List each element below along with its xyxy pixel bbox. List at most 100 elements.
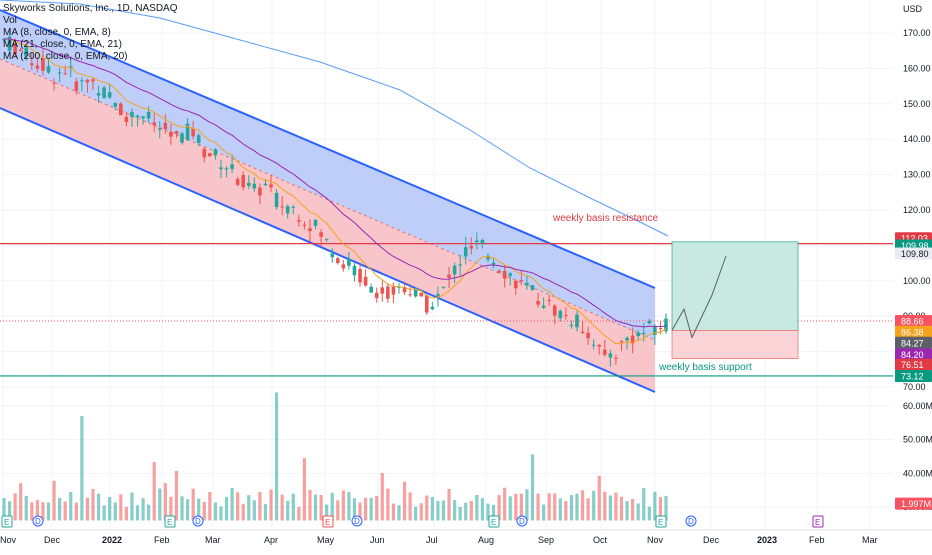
price-label: 84.20 xyxy=(901,350,924,360)
candle xyxy=(302,224,307,226)
candle xyxy=(252,183,257,189)
x-tick-label: Apr xyxy=(264,535,278,545)
volume-bar xyxy=(325,504,329,521)
candle xyxy=(274,192,279,208)
channel-upper-line xyxy=(0,9,656,289)
channel-lower-zone xyxy=(0,59,655,392)
volume-bar xyxy=(592,490,596,521)
candle xyxy=(219,167,223,170)
candle xyxy=(297,220,301,222)
volume-bar xyxy=(603,491,607,521)
volume-bar xyxy=(96,493,101,521)
volume-bar xyxy=(302,458,307,521)
volume-bar xyxy=(402,481,407,521)
candle xyxy=(347,259,351,266)
volume-bar xyxy=(19,483,23,521)
candle xyxy=(7,36,12,51)
candle xyxy=(2,39,6,41)
candle xyxy=(597,344,602,347)
volume-bar xyxy=(414,506,418,521)
earnings-marker xyxy=(655,515,667,528)
volume-bar xyxy=(280,494,284,521)
volume-bar xyxy=(391,503,396,521)
y-tick-label: 150.00 xyxy=(903,99,931,109)
volume-tick-label: 40.00M xyxy=(903,468,932,478)
candle xyxy=(402,287,407,293)
candle xyxy=(508,273,513,276)
price-label-box xyxy=(895,325,932,338)
volume-bar xyxy=(614,492,618,521)
candle xyxy=(653,326,657,335)
candle xyxy=(208,153,212,157)
candle xyxy=(658,328,663,330)
legend-ma21: MA (21, close, 0, EMA, 21) xyxy=(3,39,122,50)
volume-bar xyxy=(202,501,206,521)
candle xyxy=(24,47,29,57)
volume-bar xyxy=(564,501,568,521)
candle xyxy=(319,232,323,237)
candle xyxy=(424,295,429,313)
volume-bar xyxy=(91,488,95,521)
candle xyxy=(130,112,134,118)
volume-bar xyxy=(631,498,635,521)
volume-bar xyxy=(458,506,462,521)
volume-bar xyxy=(191,488,195,521)
volume-bar xyxy=(347,492,351,521)
x-tick-label: Oct xyxy=(593,535,608,545)
candle xyxy=(369,286,373,293)
volume-bar xyxy=(447,488,451,521)
volume-bar xyxy=(664,496,668,521)
earnings-marker-label: E xyxy=(4,518,9,527)
candle xyxy=(85,79,90,83)
x-tick-label: 2023 xyxy=(757,535,777,545)
price-label: 112.03 xyxy=(901,234,928,244)
volume-bar xyxy=(224,497,229,521)
candle xyxy=(258,187,262,196)
volume-bar xyxy=(135,505,140,521)
price-label-box xyxy=(895,348,932,361)
candle xyxy=(630,335,635,344)
dividend-marker-label: D xyxy=(195,517,201,526)
candle xyxy=(113,103,118,107)
volume-bar xyxy=(341,490,345,521)
support-annotation: weekly basis support xyxy=(659,362,752,373)
price-label-box xyxy=(895,336,932,349)
volume-bar xyxy=(130,492,134,521)
candle xyxy=(419,292,424,297)
volume-label-box xyxy=(895,497,932,510)
volume-bar xyxy=(547,493,551,521)
volume-bar xyxy=(419,503,423,521)
dividend-marker xyxy=(516,515,528,527)
candle xyxy=(18,49,23,51)
y-tick-label: 140.00 xyxy=(903,134,931,144)
volume-bar xyxy=(519,493,523,521)
volume-bar xyxy=(85,497,90,521)
candle xyxy=(603,349,607,355)
candle xyxy=(452,265,457,275)
candle xyxy=(664,318,668,332)
candle xyxy=(586,332,590,339)
candle xyxy=(169,131,173,137)
volume-bar xyxy=(336,500,340,521)
candle xyxy=(263,183,268,186)
volume-bar xyxy=(46,502,51,521)
candle xyxy=(291,206,296,208)
candle xyxy=(575,314,579,328)
legend-ma8: MA (8, close, 0, EMA, 8) xyxy=(3,27,111,38)
candle xyxy=(480,239,485,244)
candle xyxy=(157,128,162,130)
candle xyxy=(46,66,51,73)
candle xyxy=(491,262,496,265)
volume-bar xyxy=(453,500,457,521)
candle xyxy=(63,73,67,75)
volume-bar xyxy=(358,502,362,521)
candle xyxy=(569,324,574,327)
volume-bar xyxy=(619,496,624,521)
volume-bar xyxy=(386,488,390,521)
volume-bar xyxy=(24,495,28,521)
volume-bar xyxy=(80,416,84,521)
earnings-marker xyxy=(1,515,13,528)
volume-bar xyxy=(236,492,240,521)
